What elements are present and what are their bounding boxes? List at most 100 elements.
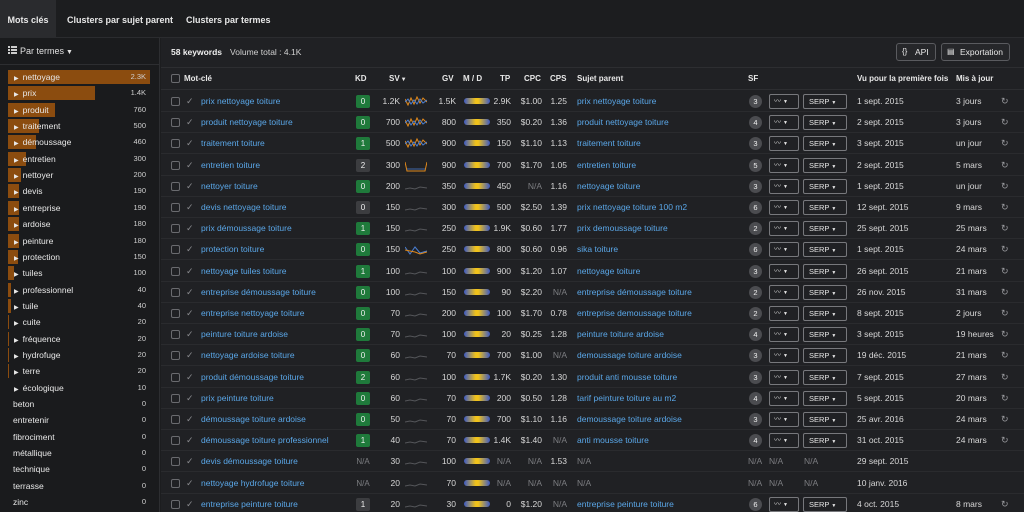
refresh-icon[interactable]: ↻ bbox=[1001, 414, 1009, 424]
keyword-link[interactable]: démoussage toiture ardoise bbox=[201, 414, 306, 424]
refresh-icon[interactable]: ↻ bbox=[1001, 392, 1009, 403]
term-item[interactable]: ▶ fréquence 20 bbox=[8, 331, 152, 347]
term-item[interactable]: ▶ cuite 20 bbox=[8, 314, 152, 330]
term-item[interactable]: fibrociment 0 bbox=[8, 429, 152, 445]
refresh-icon[interactable]: ↻ bbox=[1001, 96, 1009, 106]
export-button[interactable]: ▤ Exportation bbox=[941, 43, 1010, 61]
term-item[interactable]: ▶ professionnel 40 bbox=[8, 282, 152, 298]
refresh-icon[interactable]: ↻ bbox=[1001, 329, 1009, 340]
col-updated[interactable]: Mis à jour bbox=[956, 74, 994, 83]
col-tp[interactable]: TP bbox=[500, 74, 511, 83]
serp-dropdown[interactable]: SERP ▼ bbox=[803, 369, 847, 385]
tab-clusters-termes[interactable]: Clusters par termes bbox=[186, 15, 271, 25]
term-item[interactable]: ▶ tuiles 100 bbox=[8, 265, 152, 281]
parent-topic-link[interactable]: demoussage toiture ardoise bbox=[577, 414, 682, 424]
serp-dropdown[interactable]: SERP ▼ bbox=[803, 94, 847, 109]
serp-dropdown[interactable]: SERP ▼ bbox=[803, 306, 847, 321]
parent-topic-link[interactable]: nettoyage toiture bbox=[577, 180, 641, 191]
keyword-link[interactable]: nettoyage ardoise toiture bbox=[201, 350, 295, 361]
serp-dropdown[interactable]: SERP ▼ bbox=[803, 178, 847, 194]
checkmark-icon[interactable]: ✓ bbox=[186, 329, 194, 340]
term-item[interactable]: ▶ écologique 10 bbox=[8, 380, 152, 396]
trend-dropdown[interactable]: 〰 ▼ bbox=[769, 412, 799, 427]
parent-topic-link[interactable]: entretien toiture bbox=[577, 159, 637, 170]
serp-dropdown[interactable]: SERP ▼ bbox=[803, 221, 847, 237]
checkmark-icon[interactable]: ✓ bbox=[186, 350, 194, 361]
refresh-icon[interactable]: ↻ bbox=[1001, 435, 1009, 446]
checkmark-icon[interactable]: ✓ bbox=[186, 138, 194, 149]
parent-topic-link[interactable]: entreprise peinture toiture bbox=[577, 498, 674, 509]
col-parent[interactable]: Sujet parent bbox=[577, 74, 624, 83]
keyword-link[interactable]: entreprise peinture toiture bbox=[201, 498, 298, 509]
checkmark-icon[interactable]: ✓ bbox=[186, 180, 194, 191]
term-item[interactable]: ▶ peinture 180 bbox=[8, 233, 152, 249]
row-checkbox[interactable] bbox=[171, 287, 180, 297]
row-checkbox[interactable] bbox=[171, 181, 180, 191]
col-kd[interactable]: KD bbox=[355, 74, 367, 83]
parent-topic-link[interactable]: prix demoussage toiture bbox=[577, 223, 668, 234]
row-checkbox[interactable] bbox=[171, 415, 180, 424]
trend-dropdown[interactable]: 〰 ▼ bbox=[769, 306, 799, 321]
row-checkbox[interactable] bbox=[171, 393, 180, 403]
row-checkbox[interactable] bbox=[171, 160, 180, 170]
checkmark-icon[interactable]: ✓ bbox=[186, 223, 194, 234]
checkmark-icon[interactable]: ✓ bbox=[186, 435, 194, 446]
term-item[interactable]: zinc 0 bbox=[8, 494, 152, 510]
trend-dropdown[interactable]: 〰 ▼ bbox=[769, 242, 799, 258]
checkmark-icon[interactable]: ✓ bbox=[186, 286, 194, 297]
parent-topic-link[interactable]: sika toiture bbox=[577, 244, 619, 255]
keyword-link[interactable]: nettoyage tuiles toiture bbox=[201, 265, 287, 276]
keyword-link[interactable]: peinture toiture ardoise bbox=[201, 329, 288, 340]
keyword-link[interactable]: produit démoussage toiture bbox=[201, 371, 305, 382]
term-item[interactable]: technique 0 bbox=[8, 461, 152, 477]
checkmark-icon[interactable]: ✓ bbox=[186, 308, 194, 318]
parent-topic-link[interactable]: traitement toiture bbox=[577, 138, 641, 149]
term-item[interactable]: ▶ produit 760 bbox=[8, 102, 152, 118]
row-checkbox[interactable] bbox=[171, 266, 180, 276]
term-item[interactable]: ▶ nettoyage 2.3K bbox=[8, 69, 152, 85]
row-checkbox[interactable] bbox=[171, 245, 180, 255]
refresh-icon[interactable]: ↻ bbox=[1001, 308, 1009, 318]
trend-dropdown[interactable]: 〰 ▼ bbox=[769, 390, 799, 406]
tab-mots-cles[interactable]: Mots clés bbox=[0, 0, 56, 38]
keyword-link[interactable]: prix démoussage toiture bbox=[201, 223, 292, 234]
trend-dropdown[interactable]: 〰 ▼ bbox=[769, 115, 799, 131]
checkmark-icon[interactable]: ✓ bbox=[186, 392, 194, 403]
parent-topic-link[interactable]: tarif peinture toiture au m2 bbox=[577, 392, 677, 403]
trend-dropdown[interactable]: 〰 ▼ bbox=[769, 327, 799, 343]
keyword-link[interactable]: produit nettoyage toiture bbox=[201, 117, 293, 128]
term-item[interactable]: ▶ démoussage 460 bbox=[8, 134, 152, 150]
parent-topic-link[interactable]: demoussage toiture ardoise bbox=[577, 350, 682, 361]
row-checkbox[interactable] bbox=[171, 499, 180, 509]
refresh-icon[interactable]: ↻ bbox=[1001, 117, 1009, 128]
checkmark-icon[interactable]: ✓ bbox=[186, 456, 194, 467]
checkmark-icon[interactable]: ✓ bbox=[186, 117, 194, 128]
keyword-link[interactable]: nettoyer toiture bbox=[201, 180, 258, 191]
col-md[interactable]: M / D bbox=[463, 74, 483, 83]
col-cpc[interactable]: CPC bbox=[524, 74, 541, 83]
keyword-link[interactable]: prix nettoyage toiture bbox=[201, 96, 281, 106]
term-item[interactable]: ▶ prix 1.4K bbox=[8, 85, 152, 101]
term-item[interactable]: ▶ entreprise 190 bbox=[8, 200, 152, 216]
term-item[interactable]: ▶ ardoise 180 bbox=[8, 216, 152, 232]
row-checkbox[interactable] bbox=[171, 309, 180, 318]
checkmark-icon[interactable]: ✓ bbox=[186, 265, 194, 276]
term-item[interactable]: ▶ protection 150 bbox=[8, 249, 152, 265]
keyword-link[interactable]: prix peinture toiture bbox=[201, 392, 274, 403]
row-checkbox[interactable] bbox=[171, 118, 180, 128]
parent-topic-link[interactable]: entreprise demoussage toiture bbox=[577, 308, 692, 318]
keyword-link[interactable]: devis démoussage toiture bbox=[201, 456, 298, 467]
select-all-checkbox[interactable] bbox=[171, 74, 180, 83]
serp-dropdown[interactable]: SERP ▼ bbox=[803, 115, 847, 131]
keyword-link[interactable]: traitement toiture bbox=[201, 138, 265, 149]
refresh-icon[interactable]: ↻ bbox=[1001, 265, 1009, 276]
refresh-icon[interactable]: ↻ bbox=[1001, 138, 1009, 149]
trend-dropdown[interactable]: 〰 ▼ bbox=[769, 348, 799, 364]
trend-dropdown[interactable]: 〰 ▼ bbox=[769, 369, 799, 385]
serp-dropdown[interactable]: SERP ▼ bbox=[803, 136, 847, 152]
serp-dropdown[interactable]: SERP ▼ bbox=[803, 433, 847, 449]
refresh-icon[interactable]: ↻ bbox=[1001, 371, 1009, 382]
serp-dropdown[interactable]: SERP ▼ bbox=[803, 157, 847, 173]
keyword-link[interactable]: démoussage toiture professionnel bbox=[201, 435, 329, 446]
keyword-link[interactable]: nettoyage hydrofuge toiture bbox=[201, 477, 305, 488]
